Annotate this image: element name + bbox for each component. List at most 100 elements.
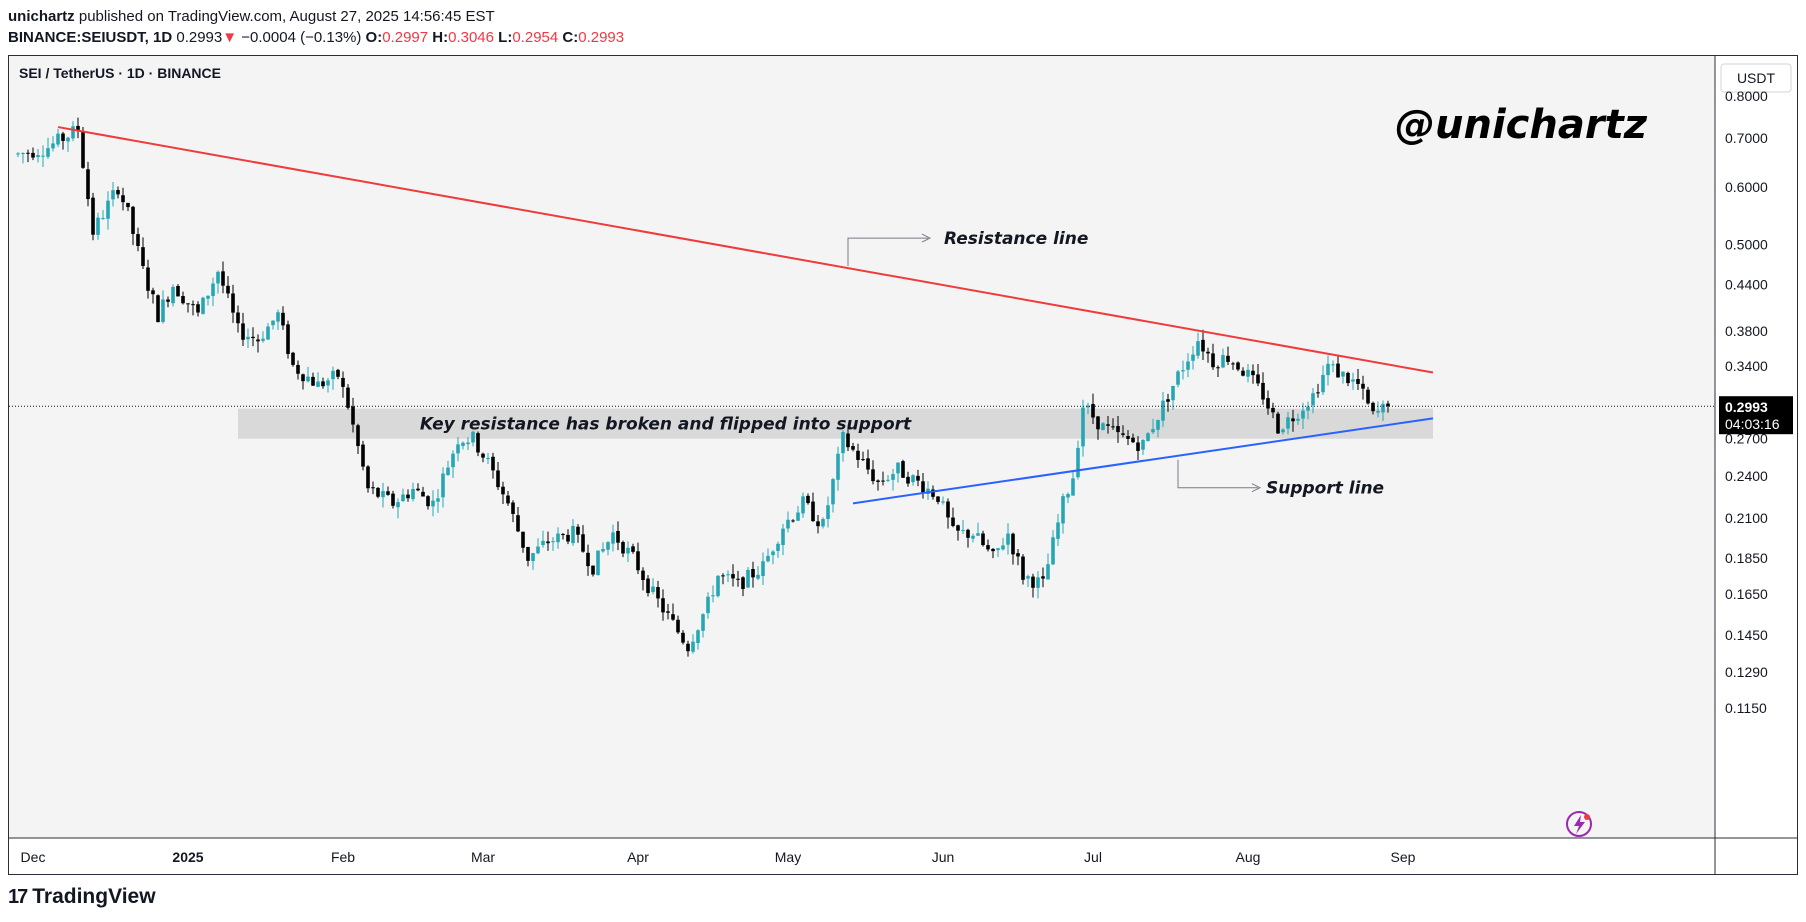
candle[interactable] [336, 368, 340, 380]
candle[interactable] [951, 507, 955, 528]
candle[interactable] [446, 460, 450, 476]
candle[interactable] [916, 469, 920, 487]
candle[interactable] [171, 284, 175, 307]
candle[interactable] [526, 546, 530, 567]
candle[interactable] [551, 536, 555, 551]
candle[interactable] [831, 478, 835, 513]
candle[interactable] [666, 603, 670, 620]
candle[interactable] [1056, 514, 1060, 546]
candle[interactable] [326, 377, 330, 393]
candle[interactable] [271, 320, 275, 330]
candle[interactable] [1001, 537, 1005, 551]
candle[interactable] [911, 474, 915, 486]
candle[interactable] [386, 486, 390, 496]
candle[interactable] [276, 309, 280, 330]
candle[interactable] [281, 306, 285, 330]
candle[interactable] [1386, 400, 1390, 413]
candle[interactable] [976, 522, 980, 536]
candle[interactable] [251, 327, 255, 347]
candle[interactable] [1301, 402, 1305, 429]
candle[interactable] [681, 630, 685, 645]
candle[interactable] [1176, 369, 1180, 388]
candle[interactable] [321, 377, 325, 389]
candle[interactable] [1381, 400, 1385, 421]
candle[interactable] [651, 578, 655, 595]
candle[interactable] [296, 360, 300, 380]
candle[interactable] [1191, 346, 1195, 370]
candle[interactable] [106, 191, 110, 230]
candle[interactable] [221, 261, 225, 294]
candle[interactable] [1336, 355, 1340, 378]
candle[interactable] [1361, 375, 1365, 400]
candle[interactable] [1016, 548, 1020, 566]
candle[interactable] [806, 493, 810, 505]
candle[interactable] [1286, 411, 1290, 435]
candle[interactable] [1046, 553, 1050, 580]
candle[interactable] [821, 517, 825, 529]
candle[interactable] [401, 488, 405, 502]
candle[interactable] [546, 531, 550, 551]
candle[interactable] [826, 496, 830, 528]
candle[interactable] [201, 296, 205, 315]
candle[interactable] [411, 482, 415, 502]
footer-brand[interactable]: 17 TradingView [8, 885, 156, 909]
candle[interactable] [961, 519, 965, 534]
candle[interactable] [801, 492, 805, 518]
candle[interactable] [1281, 428, 1285, 435]
candle[interactable] [206, 295, 210, 306]
candle[interactable] [776, 541, 780, 558]
price-chart[interactable]: USDT SEI / TetherUS · 1D · BINANCE @unic… [9, 56, 1797, 874]
candle[interactable] [471, 430, 475, 447]
candle[interactable] [456, 436, 460, 462]
candle[interactable] [1206, 347, 1210, 363]
candle[interactable] [511, 500, 515, 523]
currency-button[interactable] [1720, 63, 1792, 93]
candle[interactable] [501, 481, 505, 505]
candle[interactable] [506, 490, 510, 506]
candle[interactable] [751, 561, 755, 588]
candle[interactable] [186, 303, 190, 313]
candle[interactable] [966, 528, 970, 548]
candle[interactable] [756, 566, 760, 581]
candle[interactable] [711, 585, 715, 603]
support-trendline[interactable] [852, 417, 1434, 505]
candle[interactable] [921, 472, 925, 499]
candle[interactable] [721, 573, 725, 585]
candle[interactable] [1091, 393, 1095, 424]
candle[interactable] [1111, 418, 1115, 430]
candle[interactable] [701, 613, 705, 638]
candle[interactable] [36, 148, 40, 163]
candle[interactable] [1316, 383, 1320, 398]
candle[interactable] [881, 471, 885, 486]
candle[interactable] [1011, 532, 1015, 565]
candle[interactable] [181, 291, 185, 305]
candle[interactable] [946, 498, 950, 529]
candle[interactable] [1376, 401, 1380, 418]
candle[interactable] [111, 182, 115, 207]
candle[interactable] [906, 471, 910, 487]
candle[interactable] [476, 431, 480, 457]
candle[interactable] [896, 462, 900, 483]
candle[interactable] [541, 530, 545, 548]
candle[interactable] [361, 440, 365, 471]
candle[interactable] [561, 533, 565, 540]
candle[interactable] [1241, 367, 1245, 377]
candle[interactable] [101, 209, 105, 220]
candle[interactable] [1071, 470, 1075, 496]
candle[interactable] [1146, 432, 1150, 442]
support-zone[interactable] [238, 408, 1433, 439]
candle[interactable] [1196, 332, 1200, 359]
candle[interactable] [901, 459, 905, 478]
candle[interactable] [761, 552, 765, 586]
candle[interactable] [981, 530, 985, 547]
candle[interactable] [1306, 401, 1310, 420]
candle[interactable] [706, 592, 710, 619]
candle[interactable] [996, 547, 1000, 557]
candle[interactable] [91, 192, 95, 241]
candle[interactable] [331, 366, 335, 390]
candle[interactable] [436, 489, 440, 513]
candle[interactable] [1096, 416, 1100, 440]
candle[interactable] [571, 519, 575, 546]
chart-frame[interactable]: USDT SEI / TetherUS · 1D · BINANCE @unic… [8, 55, 1798, 875]
candle[interactable] [846, 427, 850, 451]
